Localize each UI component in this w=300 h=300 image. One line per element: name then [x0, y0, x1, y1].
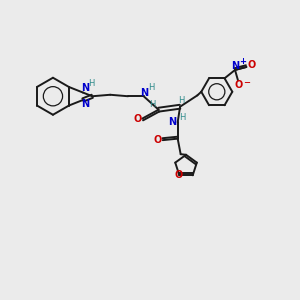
Text: N: N [81, 99, 89, 110]
Text: +: + [239, 57, 246, 66]
Text: H: H [179, 113, 185, 122]
Text: H: H [88, 79, 94, 88]
Text: O: O [154, 135, 162, 145]
Text: O: O [235, 80, 243, 91]
Text: N: N [140, 88, 148, 98]
Text: O: O [175, 170, 183, 180]
Text: N: N [231, 61, 239, 71]
Text: N: N [168, 117, 176, 127]
Text: H: H [149, 100, 155, 109]
Text: O: O [247, 61, 256, 70]
Text: H: H [178, 96, 185, 105]
Text: −: − [243, 78, 250, 87]
Text: N: N [81, 83, 89, 93]
Text: H: H [148, 83, 154, 92]
Text: O: O [133, 114, 142, 124]
